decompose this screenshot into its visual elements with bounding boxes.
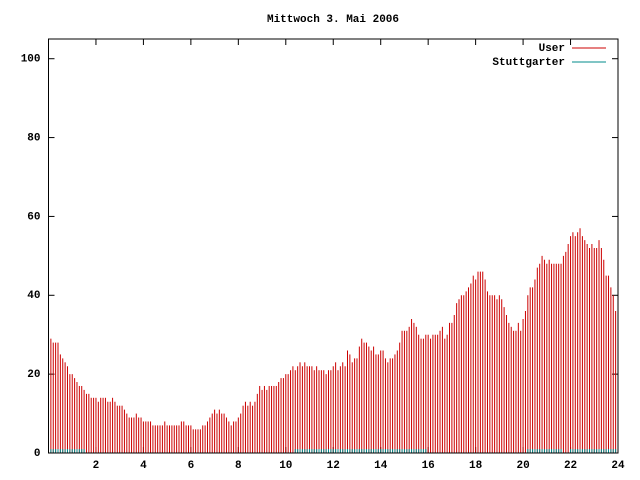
- plot-border: [48, 38, 619, 454]
- y-tick-label: 20: [27, 369, 40, 381]
- x-tick-label: 8: [235, 460, 242, 472]
- legend-label: Stuttgarter: [492, 57, 565, 69]
- x-tick-label: 22: [564, 460, 577, 472]
- y-tick-label: 80: [27, 132, 40, 144]
- y-tick-label: 100: [21, 54, 41, 66]
- y-tick-label: 60: [27, 211, 40, 223]
- x-tick-label: 20: [516, 460, 529, 472]
- chart-title: Mittwoch 3. Mai 2006: [267, 14, 399, 26]
- x-tick-label: 4: [140, 460, 147, 472]
- y-tick-label: 40: [27, 290, 40, 302]
- x-tick-label: 18: [469, 460, 483, 472]
- x-tick-label: 10: [279, 460, 292, 472]
- x-tick-label: 14: [374, 460, 388, 472]
- legend-label: User: [539, 43, 565, 55]
- x-tick-label: 24: [611, 460, 625, 472]
- x-tick-label: 2: [93, 460, 100, 472]
- x-tick-label: 6: [188, 460, 195, 472]
- x-tick-label: 16: [422, 460, 435, 472]
- y-tick-label: 0: [34, 448, 41, 460]
- x-tick-label: 12: [327, 460, 340, 472]
